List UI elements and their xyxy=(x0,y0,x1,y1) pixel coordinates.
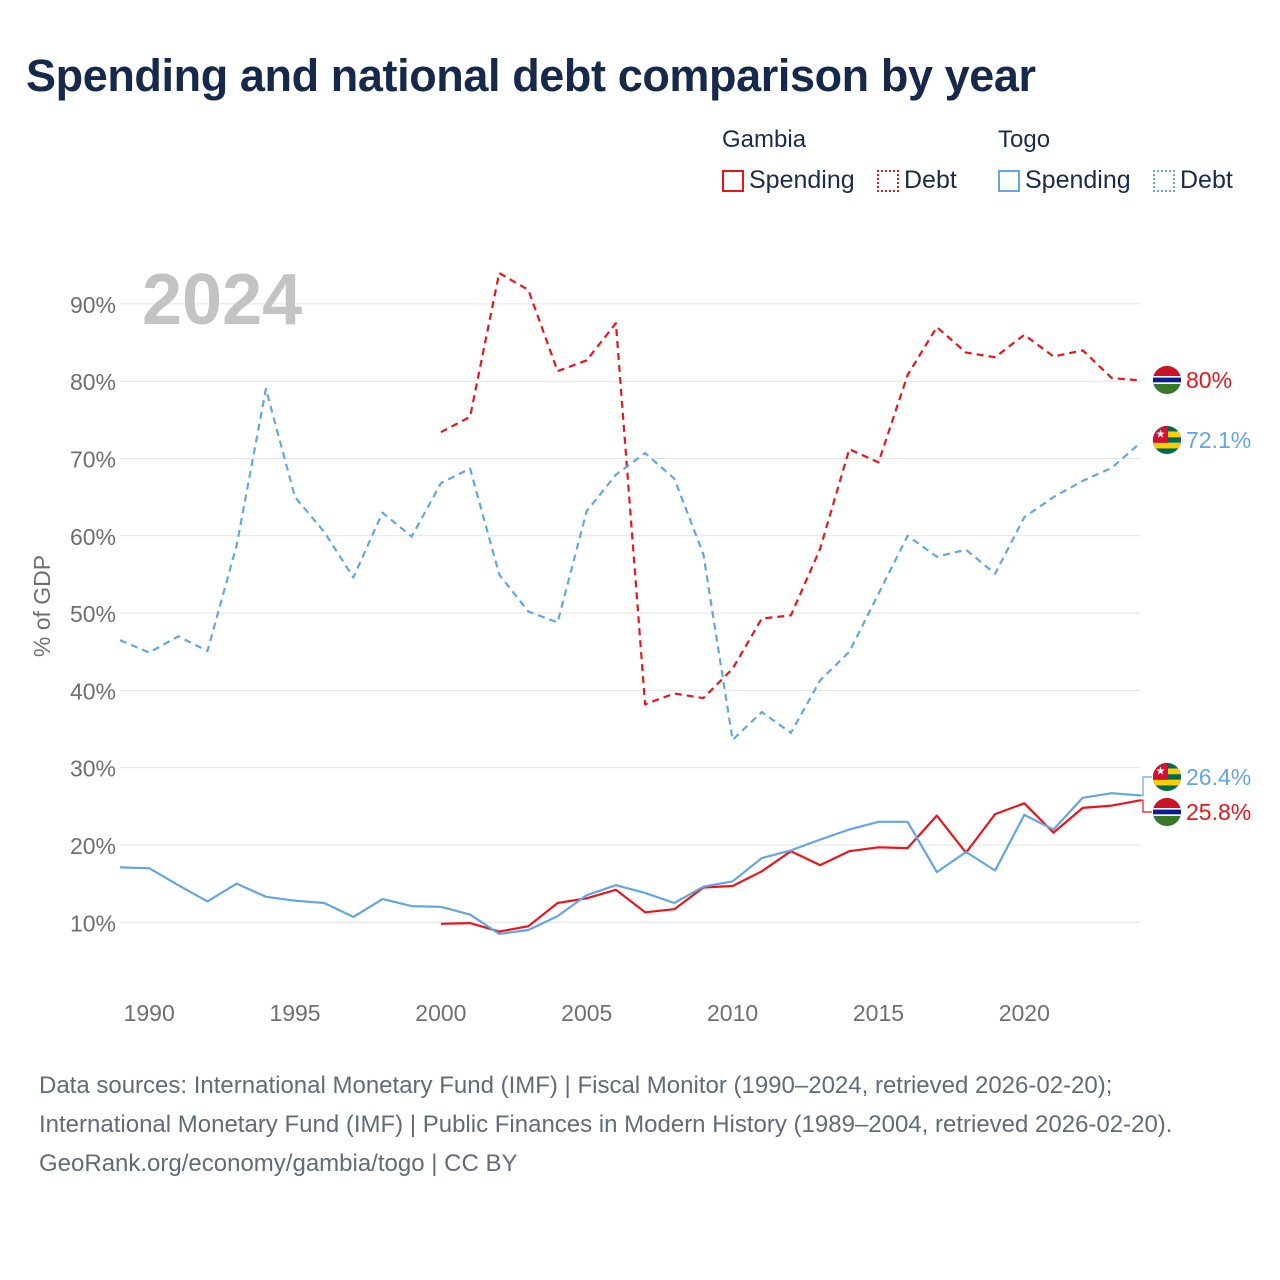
legend-gambia-spending[interactable]: Spending xyxy=(722,166,855,195)
y-tick-label: 20% xyxy=(70,833,116,859)
y-tick-label: 80% xyxy=(70,369,116,395)
year-watermark: 2024 xyxy=(142,260,302,340)
legend-solid-swatch-icon xyxy=(722,169,744,192)
y-tick-label: 70% xyxy=(70,447,116,473)
source-notes: Data sources: International Monetary Fun… xyxy=(39,1066,1239,1183)
y-tick-label: 10% xyxy=(70,910,116,936)
legend-label: Spending xyxy=(749,166,855,194)
end-value-label: 80% xyxy=(1186,367,1232,393)
y-axis-ticks: 10% 20% 30% 40% 50% 60% 70% 80% 90% xyxy=(70,292,116,936)
togo-flag-icon xyxy=(1152,762,1182,792)
x-tick-label: 2005 xyxy=(561,1000,612,1026)
legend-group-togo: Togo xyxy=(998,126,1051,153)
line-chart: 2024 10%20%30%40%50%60%70%80%90% 1990 199… xyxy=(29,260,1251,1026)
gambia-flag-icon xyxy=(1152,797,1182,827)
y-tick-label: 90% xyxy=(70,292,116,318)
x-tick-label: 2020 xyxy=(999,1000,1050,1026)
togo-flag-icon xyxy=(1152,425,1182,455)
series-line-togo-spending xyxy=(119,792,1142,935)
series-line-togo-debt xyxy=(119,387,1142,741)
y-tick-label: 40% xyxy=(70,678,116,704)
legend-dotted-swatch-icon xyxy=(877,169,899,192)
y-axis-label: % of GDP xyxy=(29,555,55,657)
legend-solid-swatch-icon xyxy=(998,169,1020,192)
y-tick-label: 60% xyxy=(70,524,116,550)
x-tick-label: 2010 xyxy=(707,1000,758,1026)
series-line-gambia-debt xyxy=(440,271,1142,706)
y-tick-label: 30% xyxy=(70,756,116,782)
end-value-label: 25.8% xyxy=(1186,799,1251,825)
y-tick-label: 50% xyxy=(70,601,116,627)
x-tick-label: 1990 xyxy=(124,1000,175,1026)
x-tick-label: 2015 xyxy=(853,1000,904,1026)
legend-togo-spending[interactable]: Spending xyxy=(998,166,1131,195)
x-axis-ticks: 1990 1995 2000 2005 2010 2015 2020 xyxy=(124,1000,1050,1026)
legend-label: Debt xyxy=(904,166,957,194)
end-value-label: 72.1% xyxy=(1186,427,1251,453)
chart-title: Spending and national debt comparison by… xyxy=(26,50,1036,101)
source-text: Data sources: International Monetary Fun… xyxy=(39,1072,1173,1138)
legend-label: Spending xyxy=(1025,166,1131,194)
series-lines xyxy=(119,271,1142,935)
end-value-label: 26.4% xyxy=(1186,764,1251,790)
legend-togo-debt[interactable]: Debt xyxy=(1153,166,1233,195)
legend-group-gambia: Gambia xyxy=(722,126,807,153)
gambia-flag-icon xyxy=(1152,365,1182,395)
end-label-connector xyxy=(1141,799,1152,813)
grid-lines xyxy=(120,303,1141,923)
legend-dotted-swatch-icon xyxy=(1153,169,1175,192)
end-label-connector xyxy=(1141,776,1152,797)
x-tick-label: 1995 xyxy=(269,1000,320,1026)
attribution-link[interactable]: GeoRank.org/economy/gambia/togo | CC BY xyxy=(39,1150,518,1177)
legend-label: Debt xyxy=(1180,166,1233,194)
legend-gambia-debt[interactable]: Debt xyxy=(877,166,957,195)
end-labels: 80% 72.1% 25.8% 26.4% xyxy=(1141,365,1251,827)
x-tick-label: 2000 xyxy=(415,1000,466,1026)
